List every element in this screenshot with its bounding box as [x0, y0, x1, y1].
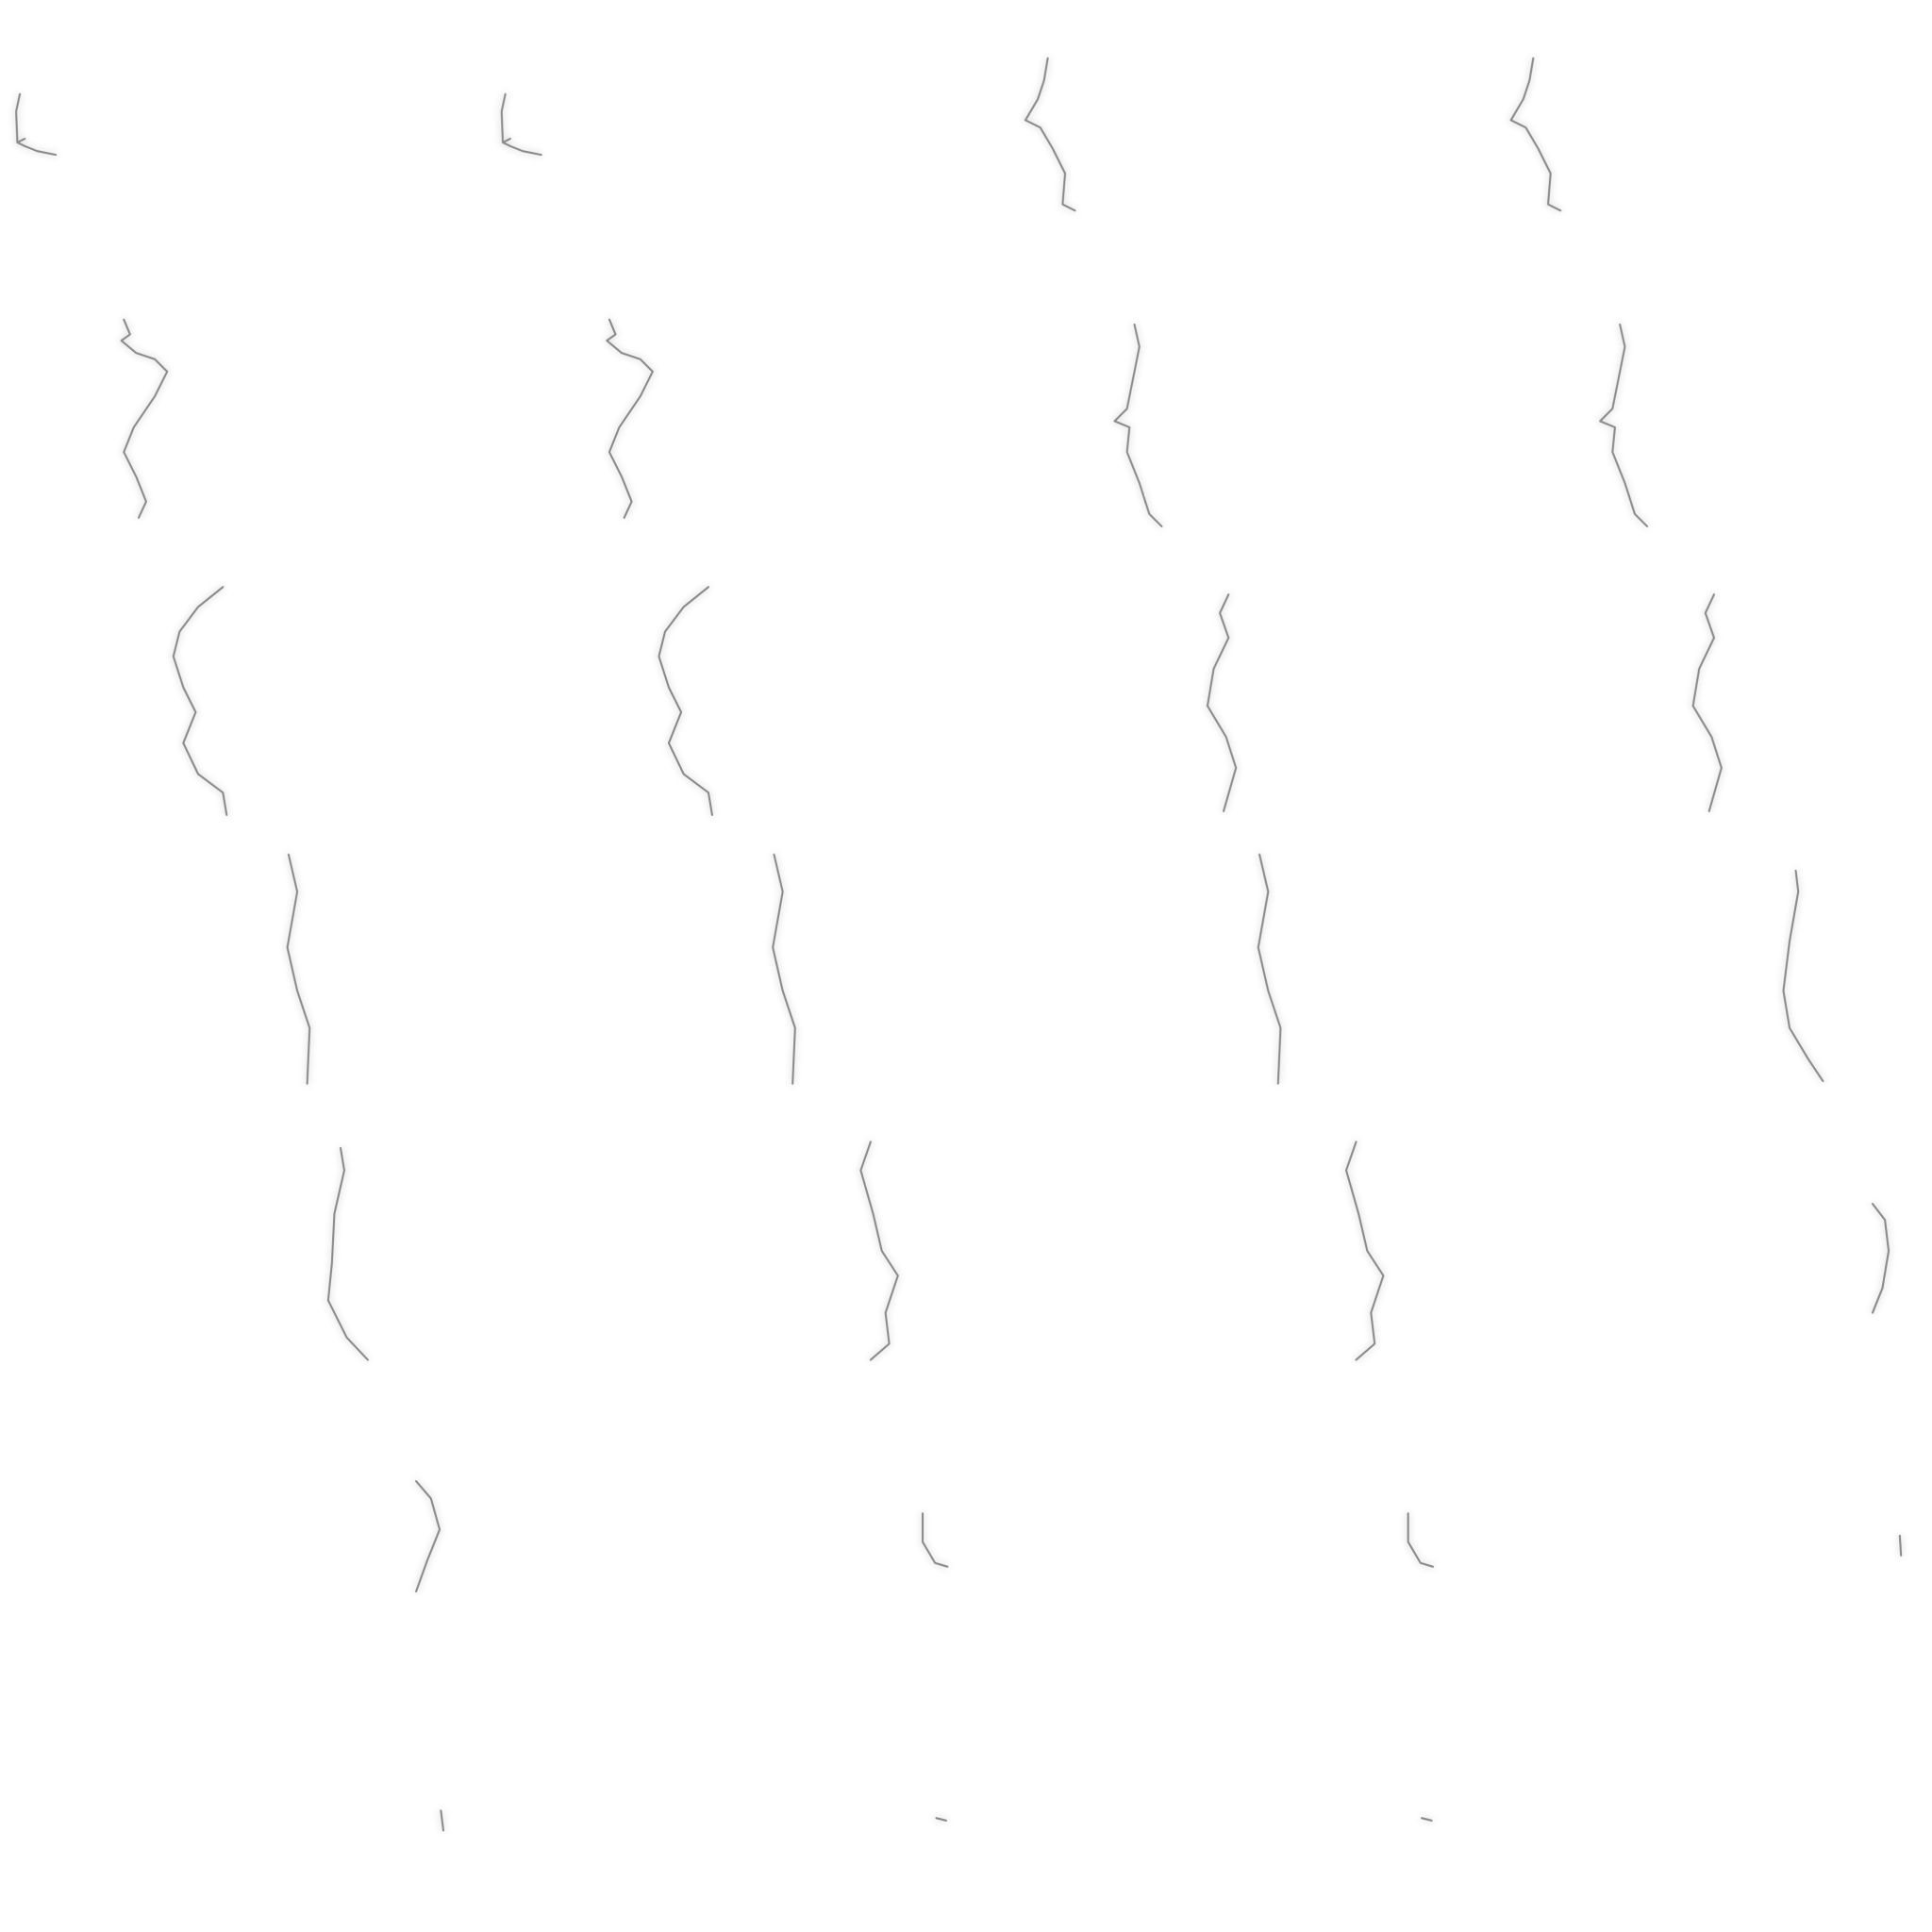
river	[326, 1146, 369, 1361]
river	[922, 1512, 949, 1568]
river	[935, 1817, 948, 1822]
river	[772, 853, 796, 1085]
river	[15, 92, 58, 157]
river	[606, 318, 654, 519]
river	[1344, 1141, 1385, 1361]
river	[415, 1480, 441, 1593]
river	[1782, 869, 1824, 1083]
river	[500, 92, 542, 157]
river	[1024, 57, 1076, 212]
river	[859, 1141, 899, 1361]
river	[1691, 593, 1723, 812]
river	[1206, 593, 1238, 812]
river	[172, 586, 228, 816]
river	[1113, 323, 1163, 527]
river	[1509, 57, 1562, 212]
river	[1599, 323, 1649, 527]
river	[286, 853, 311, 1085]
river	[1407, 1512, 1434, 1568]
river	[440, 1809, 445, 1832]
river	[658, 586, 713, 816]
river	[1871, 1203, 1890, 1314]
river	[1257, 853, 1282, 1085]
river	[120, 318, 169, 519]
rivers	[15, 57, 1903, 1832]
river	[1421, 1817, 1433, 1822]
river	[1898, 1534, 1903, 1557]
